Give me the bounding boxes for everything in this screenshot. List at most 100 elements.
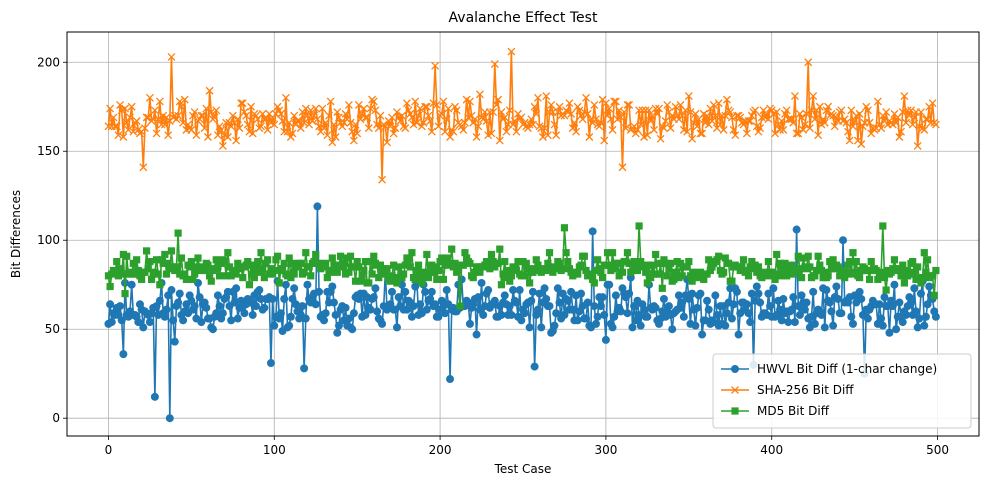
data-point xyxy=(787,305,796,314)
data-point xyxy=(361,257,370,266)
data-point xyxy=(472,330,481,339)
data-point xyxy=(474,293,483,302)
data-point xyxy=(744,309,753,318)
data-point xyxy=(431,300,440,309)
data-point xyxy=(574,270,582,278)
data-point xyxy=(721,321,730,330)
data-point xyxy=(114,131,123,140)
data-point xyxy=(356,115,365,124)
data-point xyxy=(892,118,901,127)
data-point xyxy=(678,272,686,280)
data-point xyxy=(433,275,441,283)
data-point xyxy=(106,104,115,113)
x-axis-label: Test Case xyxy=(494,462,552,476)
data-point xyxy=(515,286,524,295)
y-tick-label: 150 xyxy=(37,144,60,158)
data-point xyxy=(259,265,267,273)
data-point xyxy=(233,314,242,323)
data-point xyxy=(594,256,602,264)
data-point xyxy=(200,124,209,133)
data-point xyxy=(598,274,607,282)
data-point xyxy=(608,323,617,332)
data-point xyxy=(348,127,357,136)
data-point xyxy=(627,268,635,276)
data-point xyxy=(640,263,648,271)
data-point xyxy=(224,249,232,257)
data-point xyxy=(715,252,723,260)
data-point xyxy=(670,275,678,283)
data-point xyxy=(537,323,546,332)
data-point xyxy=(905,111,914,120)
data-point xyxy=(716,120,725,129)
data-point xyxy=(932,266,940,275)
data-point xyxy=(331,133,340,141)
data-point xyxy=(496,245,504,253)
data-point xyxy=(344,101,353,109)
data-point xyxy=(459,261,467,269)
data-point xyxy=(788,261,796,269)
data-point xyxy=(867,257,875,266)
data-point xyxy=(890,280,899,289)
data-point xyxy=(416,300,425,309)
data-point xyxy=(744,272,753,280)
data-point xyxy=(646,117,655,125)
data-point xyxy=(878,321,887,330)
data-point xyxy=(514,257,522,266)
data-point xyxy=(421,102,430,111)
data-point xyxy=(181,270,189,278)
data-point xyxy=(643,131,652,140)
data-point xyxy=(201,266,209,275)
data-point xyxy=(910,268,918,276)
data-point xyxy=(532,109,541,118)
data-point xyxy=(729,300,738,309)
grid xyxy=(67,32,979,436)
data-point xyxy=(255,286,264,295)
data-point xyxy=(734,330,743,339)
data-point xyxy=(916,289,925,298)
data-point xyxy=(402,305,411,314)
data-point xyxy=(165,414,174,423)
data-point xyxy=(810,115,819,124)
data-point xyxy=(882,286,890,294)
data-point xyxy=(281,280,290,289)
x-tick-label: 300 xyxy=(594,443,617,457)
data-point xyxy=(132,117,141,125)
data-point xyxy=(381,270,389,278)
data-point xyxy=(552,265,560,273)
data-point xyxy=(106,300,115,309)
data-point xyxy=(537,124,546,133)
data-point xyxy=(779,125,788,134)
data-point xyxy=(218,309,227,318)
data-point xyxy=(401,261,409,269)
data-point xyxy=(390,261,398,269)
data-point xyxy=(920,125,929,134)
data-point xyxy=(790,318,799,327)
data-point xyxy=(505,302,514,311)
data-point xyxy=(206,272,214,280)
data-point xyxy=(107,318,116,327)
data-point xyxy=(369,293,378,302)
data-point xyxy=(361,310,370,319)
y-tick-label: 200 xyxy=(37,55,60,69)
data-point xyxy=(116,302,125,311)
data-point xyxy=(679,312,688,321)
data-point xyxy=(877,268,885,276)
data-point xyxy=(238,99,247,108)
data-point xyxy=(257,122,265,131)
data-point xyxy=(777,316,786,325)
data-point xyxy=(454,266,462,275)
legend: HWVL Bit Diff (1-char change) SHA-256 Bit… xyxy=(712,353,972,429)
data-point xyxy=(194,254,202,262)
data-point xyxy=(582,314,591,323)
data-point xyxy=(837,309,846,318)
data-point xyxy=(796,265,804,273)
data-point xyxy=(651,303,660,312)
data-point xyxy=(297,259,305,267)
data-point xyxy=(351,277,360,285)
data-point xyxy=(497,310,506,319)
data-point xyxy=(180,95,189,104)
data-point xyxy=(365,279,373,287)
data-point xyxy=(615,106,624,115)
data-point xyxy=(600,310,609,319)
data-point xyxy=(698,330,707,339)
